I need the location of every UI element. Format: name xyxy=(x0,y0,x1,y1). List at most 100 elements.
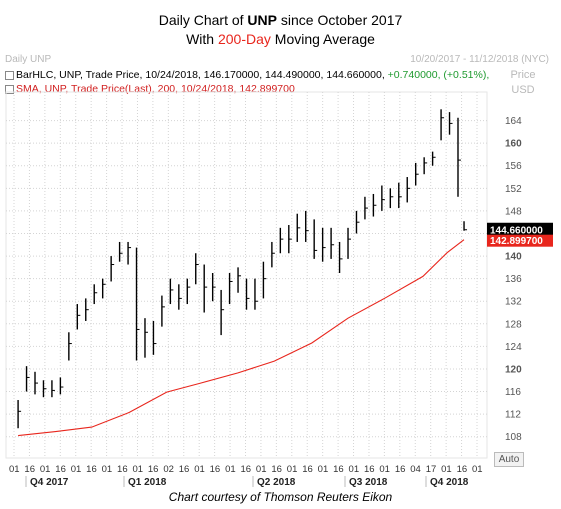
quarter-label: Q2 2018 xyxy=(257,477,296,488)
legend-bar-series[interactable]: BarHLC, UNP, Trade Price, 10/24/2018, 14… xyxy=(5,69,489,81)
y-tick-label: 112 xyxy=(505,410,521,421)
x-tick-label: 01 xyxy=(102,464,113,475)
price-bar xyxy=(68,332,72,361)
quarter-label: Q4 2018 xyxy=(430,477,469,488)
x-tick-label: 16 xyxy=(395,464,406,475)
legend-bar-change: +0.740000, (+0.51%), xyxy=(387,69,490,81)
last-price-value: 144.660000 xyxy=(490,225,543,236)
y-tick-label: 120 xyxy=(505,364,522,375)
x-tick-label: 16 xyxy=(24,464,35,475)
sma-value: 142.899700 xyxy=(490,236,543,247)
y-tick-label: 156 xyxy=(505,161,522,172)
price-bar xyxy=(228,273,233,305)
x-tick-label: 01 xyxy=(256,464,267,475)
quarter-label: Q1 2018 xyxy=(128,477,167,488)
price-bar xyxy=(211,273,216,302)
price-bar xyxy=(414,162,419,186)
y-tick-label: 116 xyxy=(505,387,521,398)
x-tick-label: 16 xyxy=(364,464,375,475)
x-tick-label: 04 xyxy=(410,464,421,475)
price-bar xyxy=(398,182,402,209)
y-tick-label: 140 xyxy=(505,252,522,263)
last-price-tag xyxy=(487,222,553,236)
price-bar xyxy=(101,278,106,299)
y-tick-label: 148 xyxy=(505,206,522,217)
price-bar xyxy=(448,112,453,135)
price-bar xyxy=(254,278,258,310)
sma-line xyxy=(18,239,465,437)
chart-credit: Chart courtesy of Thomson Reuters Eikon xyxy=(168,490,393,504)
price-bar xyxy=(372,193,377,217)
price-bar xyxy=(169,278,174,305)
price-bar xyxy=(262,261,267,299)
x-tick-label: 16 xyxy=(302,464,313,475)
price-bar xyxy=(25,366,30,392)
price-bar xyxy=(457,117,461,197)
price-bar xyxy=(355,210,360,234)
x-tick-label: 16 xyxy=(457,464,468,475)
x-tick-label: 16 xyxy=(55,464,66,475)
x-tick-label: 16 xyxy=(210,464,221,475)
x-tick-label: 01 xyxy=(132,464,143,475)
price-bar xyxy=(51,380,55,398)
y-tick-label: 124 xyxy=(505,342,522,353)
x-tick-label: 01 xyxy=(472,464,483,475)
x-tick-label: 16 xyxy=(86,464,97,475)
price-bar xyxy=(34,371,39,395)
x-tick-label: 01 xyxy=(40,464,51,475)
price-bar xyxy=(305,210,309,242)
x-tick-label: 16 xyxy=(241,464,252,475)
price-bar xyxy=(59,377,64,395)
y-tick-label: 164 xyxy=(505,116,522,127)
x-tick-label: 16 xyxy=(271,464,282,475)
y-tick-label: 132 xyxy=(505,297,522,308)
x-tick-label: 01 xyxy=(194,464,205,475)
price-bar xyxy=(431,151,436,166)
price-bar xyxy=(42,380,47,398)
price-bar xyxy=(347,227,352,259)
price-bar xyxy=(76,304,81,330)
price-bar xyxy=(195,253,199,285)
price-bar xyxy=(440,109,445,141)
x-tick-label: 16 xyxy=(117,464,128,475)
x-tick-label: 01 xyxy=(441,464,452,475)
price-bar xyxy=(330,227,335,259)
price-bar xyxy=(110,256,115,282)
price-bar xyxy=(17,400,22,429)
x-tick-label: 01 xyxy=(9,464,20,475)
price-bar xyxy=(313,219,318,259)
price-bar xyxy=(220,289,225,336)
x-tick-label: 16 xyxy=(333,464,344,475)
price-bar xyxy=(161,295,165,327)
quarter-label: Q3 2018 xyxy=(349,477,388,488)
price-bar xyxy=(296,213,301,242)
price-bar xyxy=(423,157,428,175)
legend-toggle-icon[interactable] xyxy=(5,84,14,94)
x-tick-label: 01 xyxy=(318,464,329,475)
legend-bar-text: BarHLC, UNP, Trade Price, 10/24/2018, 14… xyxy=(16,69,388,81)
price-bar xyxy=(321,227,326,262)
x-tick-label: 01 xyxy=(287,464,298,475)
price-bar xyxy=(135,247,140,361)
price-bar xyxy=(381,185,385,211)
y-tick-label: 128 xyxy=(505,319,522,330)
quarter-label: Q4 2017 xyxy=(30,477,69,488)
legend-toggle-icon[interactable] xyxy=(5,70,14,80)
sma-value-tag xyxy=(487,234,553,247)
price-bar xyxy=(144,318,148,358)
x-tick-label: 01 xyxy=(379,464,390,475)
price-bar xyxy=(279,227,284,254)
x-tick-label: 01 xyxy=(225,464,236,475)
price-bar xyxy=(364,196,368,220)
price-bar xyxy=(186,278,191,305)
chart-title-line-1: Daily Chart of UNP since October 2017 xyxy=(158,12,403,28)
chart-title-line-2: With 200-Day Moving Average xyxy=(186,31,375,47)
price-bar xyxy=(203,264,208,313)
auto-scale-button[interactable]: Auto xyxy=(494,452,524,467)
x-tick-label: 17 xyxy=(426,464,437,475)
date-range: 10/20/2017 - 11/12/2018 (NYC) xyxy=(410,54,549,65)
price-axis-title: Price xyxy=(510,69,536,81)
price-bar xyxy=(237,267,242,293)
x-tick-label: 16 xyxy=(148,464,159,475)
